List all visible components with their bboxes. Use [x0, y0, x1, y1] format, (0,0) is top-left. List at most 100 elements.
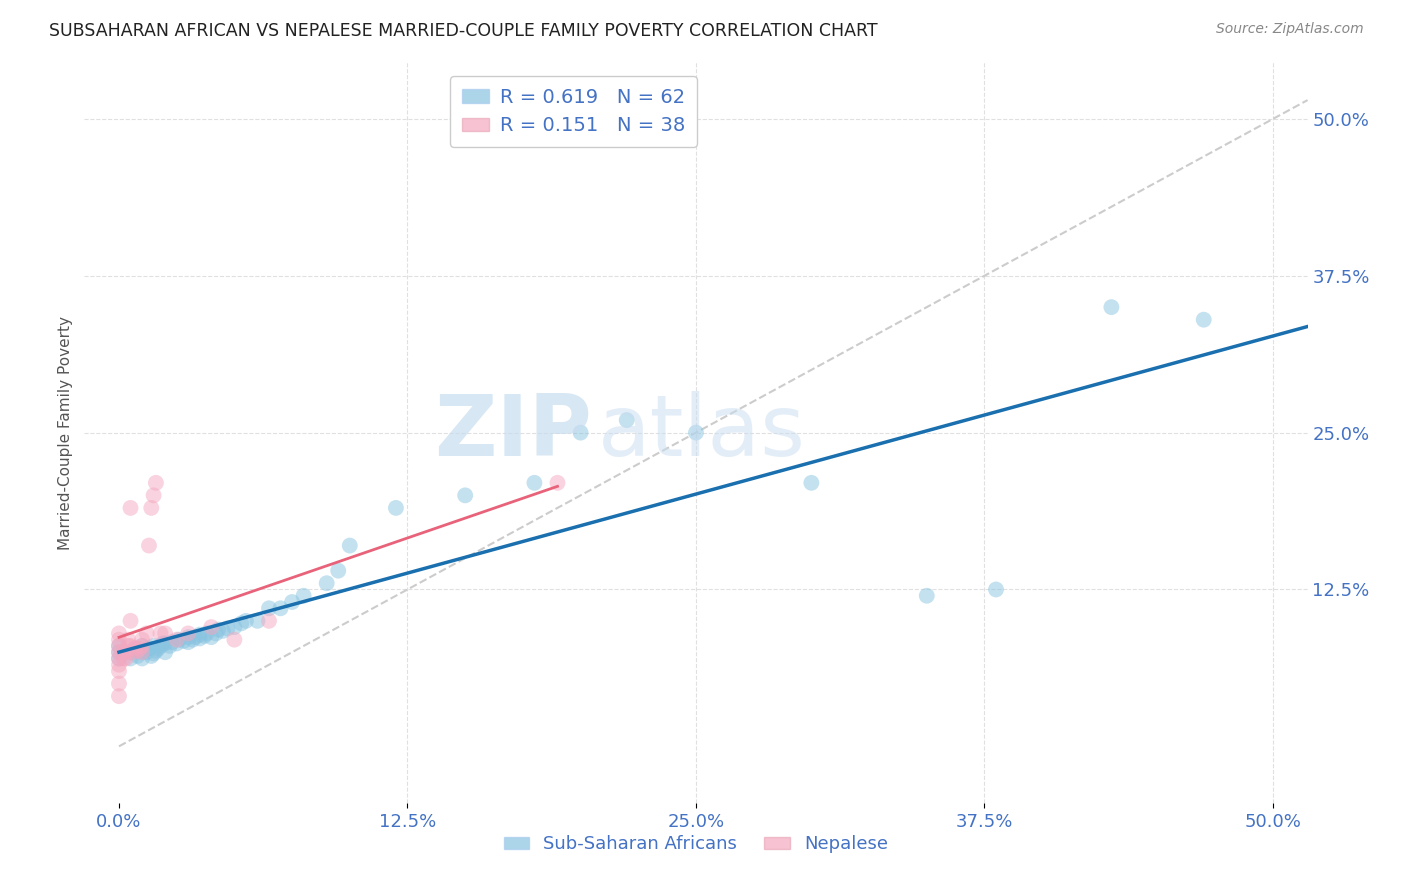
Point — [108, 651, 131, 665]
Point — [138, 539, 160, 553]
Point — [195, 626, 218, 640]
Point — [167, 632, 190, 647]
Point — [108, 664, 131, 678]
Point — [108, 626, 131, 640]
Point — [523, 475, 546, 490]
Point — [224, 632, 246, 647]
Point — [127, 648, 149, 663]
Point — [1099, 300, 1122, 314]
Point — [131, 651, 153, 665]
Y-axis label: Married-Couple Family Poverty: Married-Couple Family Poverty — [58, 316, 73, 549]
Point — [131, 632, 153, 647]
Point — [1192, 312, 1215, 326]
Point — [108, 639, 131, 653]
Point — [131, 639, 153, 653]
Point — [270, 601, 292, 615]
Point — [339, 539, 361, 553]
Text: ZIP: ZIP — [434, 391, 592, 475]
Point — [148, 641, 170, 656]
Point — [115, 651, 138, 665]
Point — [108, 676, 131, 690]
Point — [121, 645, 143, 659]
Point — [117, 632, 139, 647]
Point — [131, 639, 153, 653]
Point — [173, 634, 195, 648]
Point — [120, 645, 142, 659]
Point — [120, 500, 142, 515]
Point — [142, 647, 165, 661]
Point — [131, 645, 153, 659]
Point — [149, 639, 172, 653]
Point — [117, 639, 139, 653]
Point — [188, 627, 211, 641]
Point — [108, 645, 131, 659]
Text: Source: ZipAtlas.com: Source: ZipAtlas.com — [1216, 22, 1364, 37]
Point — [142, 488, 165, 502]
Point — [135, 645, 157, 659]
Point — [141, 500, 163, 515]
Point — [115, 645, 138, 659]
Point — [217, 621, 239, 635]
Point — [569, 425, 592, 440]
Point — [124, 641, 146, 656]
Point — [131, 645, 153, 659]
Point — [328, 564, 350, 578]
Point — [159, 639, 181, 653]
Point — [153, 626, 176, 640]
Point — [128, 641, 150, 656]
Point — [454, 488, 477, 502]
Point — [177, 626, 200, 640]
Point — [108, 645, 131, 659]
Point — [246, 614, 269, 628]
Point — [200, 620, 222, 634]
Point — [141, 648, 163, 663]
Point — [211, 624, 233, 638]
Point — [120, 614, 142, 628]
Point — [193, 629, 215, 643]
Point — [127, 644, 149, 658]
Point — [184, 630, 207, 644]
Point — [281, 595, 304, 609]
Point — [188, 632, 211, 646]
Point — [292, 589, 315, 603]
Point — [257, 614, 280, 628]
Point — [124, 641, 146, 656]
Point — [915, 589, 938, 603]
Point — [385, 500, 408, 515]
Point — [200, 630, 222, 644]
Point — [205, 626, 228, 640]
Text: atlas: atlas — [598, 391, 806, 475]
Point — [108, 639, 131, 653]
Point — [108, 657, 131, 672]
Point — [120, 639, 142, 653]
Point — [112, 645, 135, 659]
Point — [153, 645, 176, 659]
Point — [138, 641, 160, 656]
Point — [235, 614, 257, 628]
Point — [800, 475, 823, 490]
Point — [547, 475, 569, 490]
Point — [120, 651, 142, 665]
Point — [108, 689, 131, 703]
Point — [224, 620, 246, 634]
Point — [112, 651, 135, 665]
Point — [166, 632, 188, 647]
Point — [177, 630, 200, 644]
Point — [145, 644, 167, 658]
Point — [145, 475, 167, 490]
Point — [257, 601, 280, 615]
Point — [207, 623, 229, 637]
Point — [153, 636, 176, 650]
Point — [135, 626, 157, 640]
Point — [108, 651, 131, 665]
Point — [181, 632, 204, 647]
Point — [231, 616, 253, 631]
Legend: Sub-Saharan Africans, Nepalese: Sub-Saharan Africans, Nepalese — [496, 828, 896, 861]
Text: SUBSAHARAN AFRICAN VS NEPALESE MARRIED-COUPLE FAMILY POVERTY CORRELATION CHART: SUBSAHARAN AFRICAN VS NEPALESE MARRIED-C… — [49, 22, 877, 40]
Point — [128, 644, 150, 658]
Point — [177, 635, 200, 649]
Point — [108, 632, 131, 647]
Point — [160, 635, 183, 649]
Point — [685, 425, 707, 440]
Point — [166, 636, 188, 650]
